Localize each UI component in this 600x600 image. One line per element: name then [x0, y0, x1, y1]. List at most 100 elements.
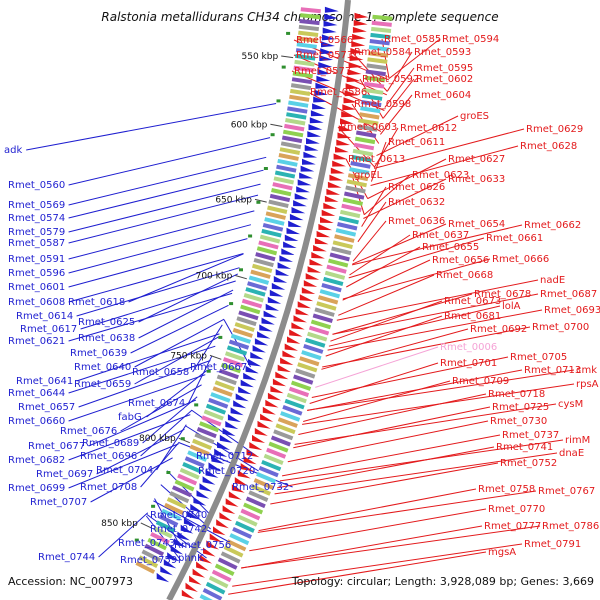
right-gene-label[interactable]: Rmet_0730 [490, 416, 547, 427]
right-gene-label[interactable]: Rmet_0595 [416, 63, 473, 74]
right-gene-label[interactable]: Rmet_0592 [362, 74, 419, 85]
right-gene-label[interactable]: Rmet_0604 [414, 90, 471, 101]
right-gene-label[interactable]: Rmet_0637 [412, 230, 469, 241]
left-gene-label[interactable]: Rmet_0696 [80, 451, 137, 462]
left-gene-label[interactable]: phnK [178, 553, 204, 564]
right-gene-label[interactable]: Rmet_0628 [520, 141, 577, 152]
right-gene-label[interactable]: Rmet_0681 [444, 311, 501, 322]
right-gene-label[interactable]: Rmet_0006 [440, 342, 497, 353]
left-gene-label[interactable]: Rmet_0638 [78, 333, 135, 344]
left-gene-label[interactable]: Rmet_0674 [128, 398, 185, 409]
right-gene-label[interactable]: mgsA [488, 547, 516, 558]
right-gene-label[interactable]: Rmet_0627 [448, 154, 505, 165]
left-gene-label[interactable]: Rmet_0742 [150, 524, 207, 535]
right-gene-label[interactable]: Rmet_0752 [500, 458, 557, 469]
left-gene-label[interactable]: Rmet_0560 [8, 180, 65, 191]
right-gene-label[interactable]: Rmet_0584 [354, 47, 411, 58]
left-gene-label[interactable]: Rmet_0579 [8, 227, 65, 238]
right-gene-label[interactable]: Rmet_0687 [540, 289, 597, 300]
right-gene-label[interactable]: Rmet_0705 [510, 352, 567, 363]
right-gene-label[interactable]: Rmet_0666 [492, 254, 549, 265]
right-gene-label[interactable]: Rmet_0668 [436, 270, 493, 281]
left-gene-label[interactable]: Rmet_0707 [30, 497, 87, 508]
right-gene-label[interactable]: Rmet_0700 [532, 322, 589, 333]
right-gene-label[interactable]: Rmet_0566 [296, 35, 353, 46]
left-gene-label[interactable]: Rmet_0677 [28, 441, 85, 452]
right-gene-label[interactable]: Rmet_0623 [412, 170, 469, 181]
left-gene-label[interactable]: Rmet_0720 [198, 466, 255, 477]
right-gene-label[interactable]: Rmet_0577 [294, 66, 351, 77]
right-gene-label[interactable]: Rmet_0737 [502, 430, 559, 441]
right-gene-label[interactable]: Rmet_0593 [414, 47, 471, 58]
right-gene-label[interactable]: Rmet_0611 [388, 137, 445, 148]
right-gene-label[interactable]: rimM [565, 435, 590, 446]
right-gene-label[interactable]: Rmet_0633 [448, 174, 505, 185]
right-gene-label[interactable]: Rmet_0654 [448, 219, 505, 230]
right-gene-label[interactable]: dnaE [559, 448, 584, 459]
left-gene-label[interactable]: Rmet_0569 [8, 200, 65, 211]
right-gene-label[interactable]: Rmet_0626 [388, 182, 445, 193]
right-gene-label[interactable]: Rmet_0602 [416, 74, 473, 85]
right-gene-label[interactable]: Rmet_0598 [354, 99, 411, 110]
left-gene-label[interactable]: Rmet_0667 [190, 362, 247, 373]
left-gene-label[interactable]: Rmet_0608 [8, 297, 65, 308]
right-gene-label[interactable]: Rmet_0613 [348, 154, 405, 165]
left-gene-label[interactable]: Rmet_0591 [8, 254, 65, 265]
right-gene-label[interactable]: Rmet_0758 [478, 484, 535, 495]
right-gene-label[interactable]: Rmet_0673 [444, 296, 501, 307]
left-gene-label[interactable]: Rmet_0712 [196, 451, 253, 462]
right-gene-label[interactable]: Rmet_0701 [440, 358, 497, 369]
right-gene-label[interactable]: cysM [558, 399, 583, 410]
right-gene-label[interactable]: Rmet_0585 [384, 34, 441, 45]
right-gene-label[interactable]: groES [460, 111, 489, 122]
right-gene-label[interactable]: cmk [576, 365, 597, 376]
left-gene-label[interactable]: Rmet_0704 [96, 465, 153, 476]
right-gene-label[interactable]: Rmet_0603 [340, 122, 397, 133]
left-gene-label[interactable]: Rmet_0697 [36, 469, 93, 480]
left-gene-label[interactable]: Rmet_0644 [8, 388, 65, 399]
left-gene-label[interactable]: Rmet_0621 [8, 336, 65, 347]
right-gene-label[interactable]: Rmet_0656 [432, 255, 489, 266]
left-gene-label[interactable]: Rmet_0708 [80, 482, 137, 493]
left-gene-label[interactable]: Rmet_0657 [18, 402, 75, 413]
left-gene-label[interactable]: Rmet_0618 [68, 297, 125, 308]
left-gene-label[interactable]: Rmet_0659 [74, 379, 131, 390]
right-gene-label[interactable]: Rmet_0612 [400, 123, 457, 134]
left-gene-label[interactable]: Rmet_0574 [8, 213, 65, 224]
left-gene-label[interactable]: Rmet_0689 [82, 438, 139, 449]
left-gene-label[interactable]: Rmet_0676 [60, 426, 117, 437]
left-gene-label[interactable]: Rmet_0639 [70, 348, 127, 359]
right-gene-label[interactable]: groEL [354, 170, 383, 181]
left-gene-label[interactable]: Rmet_0641 [16, 376, 73, 387]
right-gene-label[interactable]: Rmet_0770 [488, 504, 545, 515]
left-gene-label[interactable]: Rmet_0743 [118, 538, 175, 549]
right-gene-label[interactable]: Rmet_0678 [474, 289, 531, 300]
right-gene-label[interactable]: Rmet_0594 [442, 34, 499, 45]
left-gene-label[interactable]: Rmet_0596 [8, 268, 65, 279]
right-gene-label[interactable]: Rmet_0693 [544, 305, 600, 316]
left-gene-label[interactable]: Rmet_0601 [8, 282, 65, 293]
left-gene-label[interactable]: Rmet_0617 [20, 324, 77, 335]
right-gene-label[interactable]: lolA [502, 301, 521, 312]
left-gene-label[interactable]: Rmet_0660 [8, 416, 65, 427]
right-gene-label[interactable]: Rmet_0632 [388, 197, 445, 208]
right-gene-label[interactable]: Rmet_0655 [422, 242, 479, 253]
right-gene-label[interactable]: Rmet_0709 [452, 376, 509, 387]
left-gene-label[interactable]: Rmet_0682 [8, 455, 65, 466]
right-gene-label[interactable]: Rmet_0692 [470, 324, 527, 335]
left-gene-label[interactable]: Rmet_0658 [132, 367, 189, 378]
right-gene-label[interactable]: Rmet_0786 [542, 521, 599, 532]
left-gene-label[interactable]: Rmet_0744 [38, 552, 95, 563]
right-gene-label[interactable]: Rmet_0725 [492, 402, 549, 413]
right-gene-label[interactable]: Rmet_0662 [524, 220, 581, 231]
left-gene-label[interactable]: Rmet_0625 [78, 317, 135, 328]
left-gene-label[interactable]: Rmet_0759 [120, 555, 177, 566]
left-gene-label[interactable]: Rmet_0587 [8, 238, 65, 249]
right-gene-label[interactable]: Rmet_0713 [524, 365, 581, 376]
left-gene-label[interactable]: Rmet_0699 [8, 483, 65, 494]
right-gene-label[interactable]: rpsA [576, 379, 599, 390]
left-gene-label[interactable]: adk [4, 145, 22, 156]
right-gene-label[interactable]: Rmet_0661 [486, 233, 543, 244]
right-gene-label[interactable]: Rmet_0777 [484, 521, 541, 532]
left-gene-label[interactable]: Rmet_0740 [150, 510, 207, 521]
